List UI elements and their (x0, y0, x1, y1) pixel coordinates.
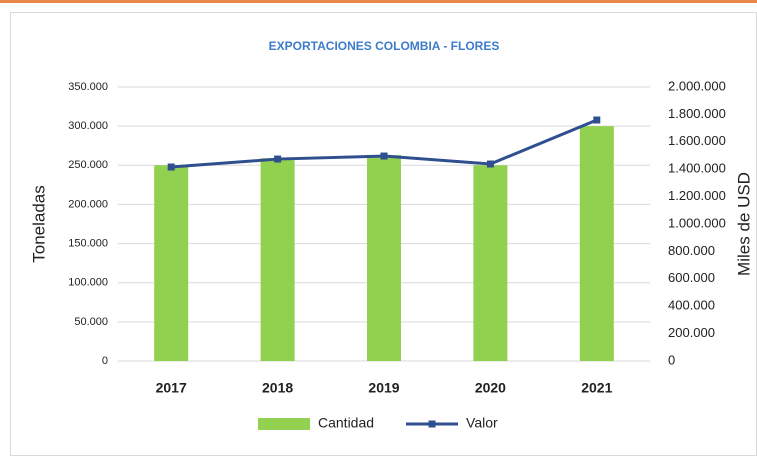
marker (380, 152, 388, 160)
y-tick-label: 150.000 (68, 237, 108, 249)
marker (167, 163, 175, 171)
bar (367, 155, 401, 361)
legend-marker (428, 420, 436, 428)
y2-tick-label: 600.000 (668, 270, 715, 285)
legend-label: Valor (466, 415, 498, 431)
y2-tick-label: 1.600.000 (668, 133, 726, 148)
bar (579, 126, 614, 362)
y-tick-label: 50.000 (74, 316, 108, 328)
y-tick-label: 200.000 (68, 198, 108, 210)
x-tick-label: 2018 (262, 380, 293, 396)
y-tick-label: 300.000 (68, 120, 108, 132)
marker (274, 155, 282, 163)
chart-title: EXPORTACIONES COLOMBIA - FLORES (269, 39, 500, 53)
y2-axis-label: Miles de USD (734, 172, 753, 276)
y2-tick-label: 400.000 (668, 298, 715, 313)
x-tick-label: 2021 (581, 380, 612, 396)
y-tick-label: 100.000 (68, 277, 108, 289)
y-tick-label: 250.000 (68, 159, 108, 171)
y2-tick-label: 1.000.000 (668, 215, 726, 230)
legend-label: Cantidad (318, 415, 374, 431)
x-tick-label: 2019 (368, 380, 399, 396)
y2-tick-label: 800.000 (668, 243, 715, 258)
y-axis-label: Toneladas (29, 185, 48, 263)
x-tick-label: 2017 (156, 380, 187, 396)
y-tick-label: 0 (102, 355, 108, 367)
y2-tick-label: 1.200.000 (668, 188, 726, 203)
y2-tick-label: 0 (668, 352, 675, 367)
legend-swatch (258, 418, 310, 430)
x-tick-label: 2020 (475, 380, 506, 396)
y2-tick-label: 200.000 (668, 325, 715, 340)
marker (486, 160, 494, 168)
y2-tick-label: 1.800.000 (668, 106, 726, 121)
y-tick-label: 350.000 (68, 81, 108, 93)
bar (473, 165, 508, 361)
bar (260, 158, 295, 361)
marker (593, 116, 601, 124)
y2-tick-label: 2.000.000 (668, 78, 726, 93)
bar (154, 165, 189, 361)
top-bar (0, 0, 757, 3)
y2-tick-label: 1.400.000 (668, 161, 726, 176)
